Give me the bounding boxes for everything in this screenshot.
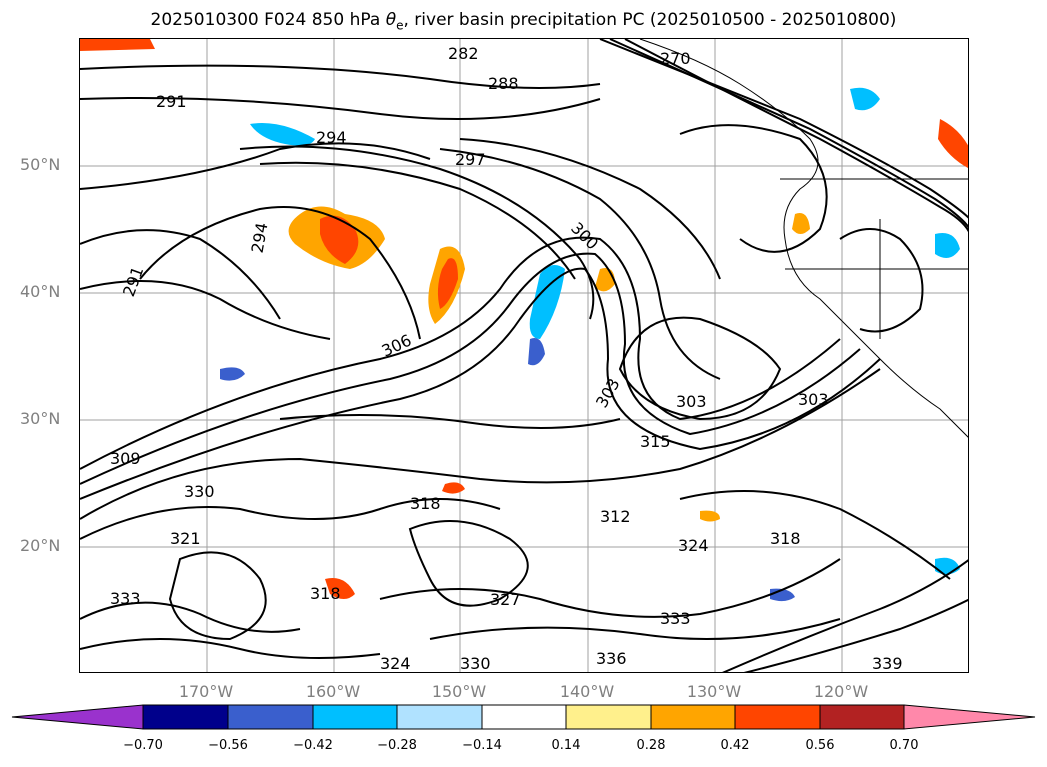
contour-label: 330 [184, 482, 215, 501]
contour-label: 330 [460, 654, 491, 673]
figure-title: 2025010300 F024 850 hPa θe, river basin … [150, 10, 897, 33]
contour-label: 318 [410, 494, 441, 513]
graticule [80, 39, 968, 672]
colorbar-tick: 0.42 [720, 738, 750, 753]
colorbar-tick: −0.42 [293, 738, 333, 753]
colorbar-bin [819, 704, 905, 730]
contour-label: 303 [798, 390, 829, 409]
lat-label-50n: 50°N [20, 155, 61, 174]
contour-label: 297 [455, 150, 486, 169]
contour-label: 333 [660, 609, 691, 628]
colorbar [11, 704, 1036, 730]
contour-label: 321 [170, 529, 201, 548]
colorbar-extend-high [903, 704, 1036, 730]
contour-label: 315 [640, 432, 671, 451]
lon-label-140w: 140°W [559, 682, 615, 701]
colorbar-extend-low [11, 704, 144, 730]
colorbar-bin [396, 704, 483, 730]
contour-label: 282 [448, 44, 479, 63]
contour-label: 306 [379, 330, 415, 360]
contour-label: 327 [490, 590, 521, 609]
contour-label: 333 [110, 589, 141, 608]
coastline [639, 39, 968, 438]
colorbar-bin [734, 704, 821, 730]
colorbar-tick: −0.14 [462, 738, 502, 753]
contour-label: 336 [596, 649, 627, 668]
lat-label-20n: 20°N [20, 536, 61, 555]
contour-label: 309 [110, 449, 141, 468]
colorbar-tick: −0.56 [208, 738, 248, 753]
lat-label-40n: 40°N [20, 282, 61, 301]
colorbar-tick: −0.70 [123, 738, 163, 753]
contour-label: 291 [156, 92, 187, 111]
lon-label-130w: 130°W [686, 682, 742, 701]
colorbar-tick: 0.14 [551, 738, 581, 753]
colorbar-bin [312, 704, 398, 730]
contour-label: 300 [567, 218, 602, 253]
contour-label: 270 [660, 49, 691, 68]
lat-label-30n: 30°N [20, 409, 61, 428]
contour-label: 312 [600, 507, 631, 526]
contour-label: 294 [316, 128, 347, 147]
lon-label-170w: 170°W [178, 682, 234, 701]
colorbar-bin [142, 704, 229, 730]
colorbar-bin [227, 704, 314, 730]
contour-label: 291 [119, 264, 147, 299]
lon-label-120w: 120°W [813, 682, 869, 701]
lon-label-150w: 150°W [431, 682, 487, 701]
theta-e-contours [80, 39, 968, 672]
colorbar-bin [565, 704, 652, 730]
colorbar-bin [481, 704, 567, 730]
lon-label-160w: 160°W [305, 682, 361, 701]
colorbar-bin [650, 704, 736, 730]
map-panel: 282 288 291 294 297 300 303 306 309 312 … [79, 38, 969, 673]
contour-label: 288 [488, 74, 519, 93]
colorbar-tick: −0.28 [377, 738, 417, 753]
contour-label: 339 [872, 654, 903, 673]
colorbar-tick: 0.28 [636, 738, 666, 753]
contour-label: 318 [770, 529, 801, 548]
colorbar-tick: 0.70 [889, 738, 919, 753]
precip-shading [80, 39, 968, 602]
contour-label: 318 [310, 584, 341, 603]
map-canvas: 282 288 291 294 297 300 303 306 309 312 … [80, 39, 968, 673]
colorbar-tick: 0.56 [805, 738, 835, 753]
contour-label: 324 [380, 654, 411, 673]
contour-label: 294 [248, 221, 272, 254]
contour-label: 324 [678, 536, 709, 555]
contour-label-group: 282 288 291 294 297 300 303 306 309 312 … [110, 44, 903, 673]
contour-label: 303 [676, 392, 707, 411]
